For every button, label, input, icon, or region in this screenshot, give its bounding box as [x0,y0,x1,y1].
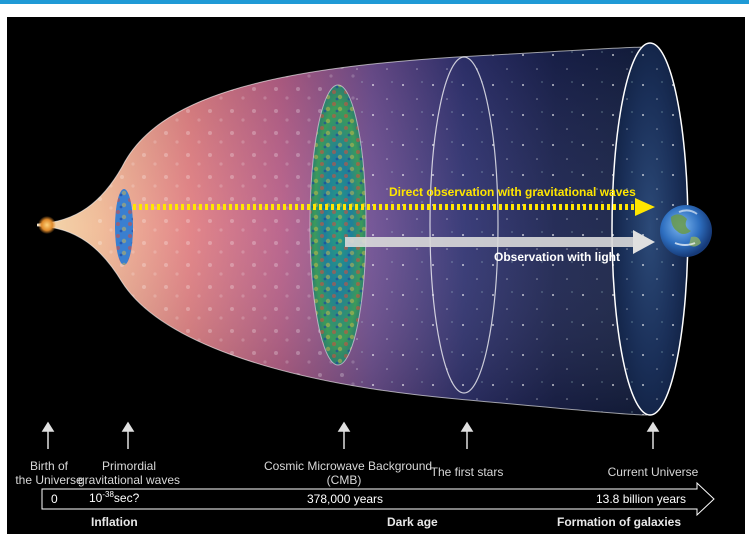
milestone-label-first-stars: The first stars [430,465,504,479]
timeline-cmb-time: 378,000 years [307,492,384,506]
milestone-label-cmb: Cosmic Microwave Background (CMB) [264,459,433,487]
milestone-label-primordial: Primordial gravitational waves [77,459,181,487]
milestone-arrow-birth [41,421,55,449]
birth-point [38,216,56,234]
milestone-label-current: Current Universe [607,465,699,479]
gravitational-wave-label: Direct observation with gravitational wa… [389,185,636,199]
era-formation-of-galaxies: Formation of galaxies [557,515,682,529]
timeline-zero: 0 [51,492,58,506]
era-dark-age: Dark age [387,515,438,529]
era-inflation: Inflation [91,515,138,529]
current-universe-disk [611,42,689,416]
earth-icon [660,205,712,257]
timeline-arrow [41,481,715,517]
gravitational-wave-arrow [133,198,655,216]
milestone-arrow-cmb [337,421,351,449]
light-label: Observation with light [494,250,621,264]
primordial-gravitational-waves-patch [115,189,133,265]
milestone-arrow-first-stars [460,421,474,449]
accent-bar [0,0,749,4]
timeline-now-time: 13.8 billion years [596,492,687,506]
universe-illustration [36,42,715,517]
milestone-arrow-primordial [121,421,135,449]
first-stars-ring [429,56,499,394]
milestone-label-birth: Birth of the Universe [15,459,83,487]
universe-diagram: Direct observation with gravitational wa… [7,17,745,534]
light-arrow [345,230,655,254]
timeline-inflation-time: 10-38sec? [89,490,140,505]
milestone-arrow-current [646,421,660,449]
cmb-disk [309,84,367,366]
